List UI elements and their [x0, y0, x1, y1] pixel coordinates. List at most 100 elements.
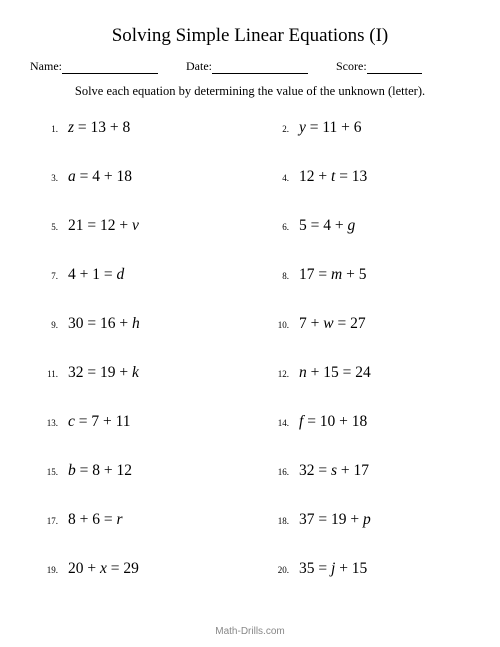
- score-blank[interactable]: [367, 61, 422, 74]
- equation-pre: 21 = 12 +: [68, 217, 132, 234]
- problem: 10.7 + w = 27: [269, 315, 470, 333]
- problem: 14.f = 10 + 18: [269, 413, 470, 431]
- equation-variable: n: [299, 364, 307, 381]
- equation: 35 = j + 15: [299, 560, 367, 578]
- problem-number: 10.: [269, 320, 299, 330]
- equation-post: + 17: [337, 462, 369, 479]
- problem-number: 20.: [269, 565, 299, 575]
- instructions: Solve each equation by determining the v…: [30, 84, 470, 99]
- equation: 4 + 1 = d: [68, 266, 124, 284]
- equation: b = 8 + 12: [68, 462, 132, 480]
- problem: 3.a = 4 + 18: [38, 168, 239, 186]
- equation-variable: k: [132, 364, 139, 381]
- meta-row: Name: Date: Score:: [30, 59, 470, 74]
- equation-variable: b: [68, 462, 76, 479]
- problem: 9.30 = 16 + h: [38, 315, 239, 333]
- equation-post: = 8 + 12: [76, 462, 132, 479]
- problem-number: 5.: [38, 222, 68, 232]
- problem-number: 14.: [269, 418, 299, 428]
- equation-variable: p: [363, 511, 371, 528]
- problem: 7.4 + 1 = d: [38, 266, 239, 284]
- equation-pre: 37 = 19 +: [299, 511, 363, 528]
- equation-post: = 11 + 6: [306, 119, 362, 136]
- problem-number: 15.: [38, 467, 68, 477]
- equation-pre: 5 = 4 +: [299, 217, 347, 234]
- problem-number: 4.: [269, 173, 299, 183]
- equation-variable: x: [100, 560, 107, 577]
- equation-pre: 4 + 1 =: [68, 266, 116, 283]
- equation-pre: 12 +: [299, 168, 331, 185]
- equation-pre: 30 = 16 +: [68, 315, 132, 332]
- equation-post: = 7 + 11: [75, 413, 131, 430]
- equation-variable: d: [116, 266, 124, 283]
- equation: y = 11 + 6: [299, 119, 362, 137]
- equation-variable: g: [347, 217, 355, 234]
- problems-grid: 1.z = 13 + 82.y = 11 + 63.a = 4 + 184.12…: [30, 119, 470, 578]
- equation-pre: 17 =: [299, 266, 331, 283]
- equation: 20 + x = 29: [68, 560, 139, 578]
- equation-pre: 7 +: [299, 315, 323, 332]
- equation-pre: 32 = 19 +: [68, 364, 132, 381]
- problem: 5.21 = 12 + v: [38, 217, 239, 235]
- problem-number: 12.: [269, 369, 299, 379]
- problem-number: 7.: [38, 271, 68, 281]
- equation: 12 + t = 13: [299, 168, 367, 186]
- equation-post: = 10 + 18: [303, 413, 367, 430]
- problem: 13.c = 7 + 11: [38, 413, 239, 431]
- date-field: Date:: [186, 59, 308, 74]
- equation-pre: 32 =: [299, 462, 331, 479]
- equation-variable: v: [132, 217, 139, 234]
- problem-number: 13.: [38, 418, 68, 428]
- problem-number: 1.: [38, 124, 68, 134]
- problem: 17.8 + 6 = r: [38, 511, 239, 529]
- equation: 5 = 4 + g: [299, 217, 355, 235]
- name-label: Name:: [30, 59, 62, 74]
- equation: 8 + 6 = r: [68, 511, 123, 529]
- problem: 11.32 = 19 + k: [38, 364, 239, 382]
- problem-number: 16.: [269, 467, 299, 477]
- problem-number: 17.: [38, 516, 68, 526]
- equation-post: = 13: [335, 168, 367, 185]
- problem-number: 18.: [269, 516, 299, 526]
- problem: 18.37 = 19 + p: [269, 511, 470, 529]
- problem-number: 6.: [269, 222, 299, 232]
- equation: 21 = 12 + v: [68, 217, 139, 235]
- equation-pre: 20 +: [68, 560, 100, 577]
- problem: 19.20 + x = 29: [38, 560, 239, 578]
- equation-post: = 4 + 18: [76, 168, 132, 185]
- name-field: Name:: [30, 59, 158, 74]
- problem-number: 19.: [38, 565, 68, 575]
- problem-number: 3.: [38, 173, 68, 183]
- score-label: Score:: [336, 59, 367, 74]
- equation-variable: m: [331, 266, 342, 283]
- page-title: Solving Simple Linear Equations (I): [30, 25, 470, 47]
- worksheet-page: Solving Simple Linear Equations (I) Name…: [0, 0, 500, 647]
- problem: 4.12 + t = 13: [269, 168, 470, 186]
- problem: 12.n + 15 = 24: [269, 364, 470, 382]
- problem: 16.32 = s + 17: [269, 462, 470, 480]
- name-blank[interactable]: [62, 61, 158, 74]
- footer-text: Math-Drills.com: [0, 626, 500, 637]
- equation-post: + 15: [335, 560, 367, 577]
- problem: 20.35 = j + 15: [269, 560, 470, 578]
- date-label: Date:: [186, 59, 212, 74]
- equation-variable: a: [68, 168, 76, 185]
- equation-post: = 13 + 8: [74, 119, 130, 136]
- problem-number: 11.: [38, 369, 68, 379]
- equation: a = 4 + 18: [68, 168, 132, 186]
- equation-post: = 29: [107, 560, 139, 577]
- equation: f = 10 + 18: [299, 413, 367, 431]
- equation-variable: h: [132, 315, 140, 332]
- problem: 1.z = 13 + 8: [38, 119, 239, 137]
- equation: 37 = 19 + p: [299, 511, 371, 529]
- equation-variable: y: [299, 119, 306, 136]
- equation: n + 15 = 24: [299, 364, 371, 382]
- equation-post: + 15 = 24: [307, 364, 371, 381]
- problem: 2.y = 11 + 6: [269, 119, 470, 137]
- score-field: Score:: [336, 59, 422, 74]
- date-blank[interactable]: [212, 61, 308, 74]
- equation-variable: r: [116, 511, 122, 528]
- problem: 8.17 = m + 5: [269, 266, 470, 284]
- equation-variable: c: [68, 413, 75, 430]
- equation: c = 7 + 11: [68, 413, 131, 431]
